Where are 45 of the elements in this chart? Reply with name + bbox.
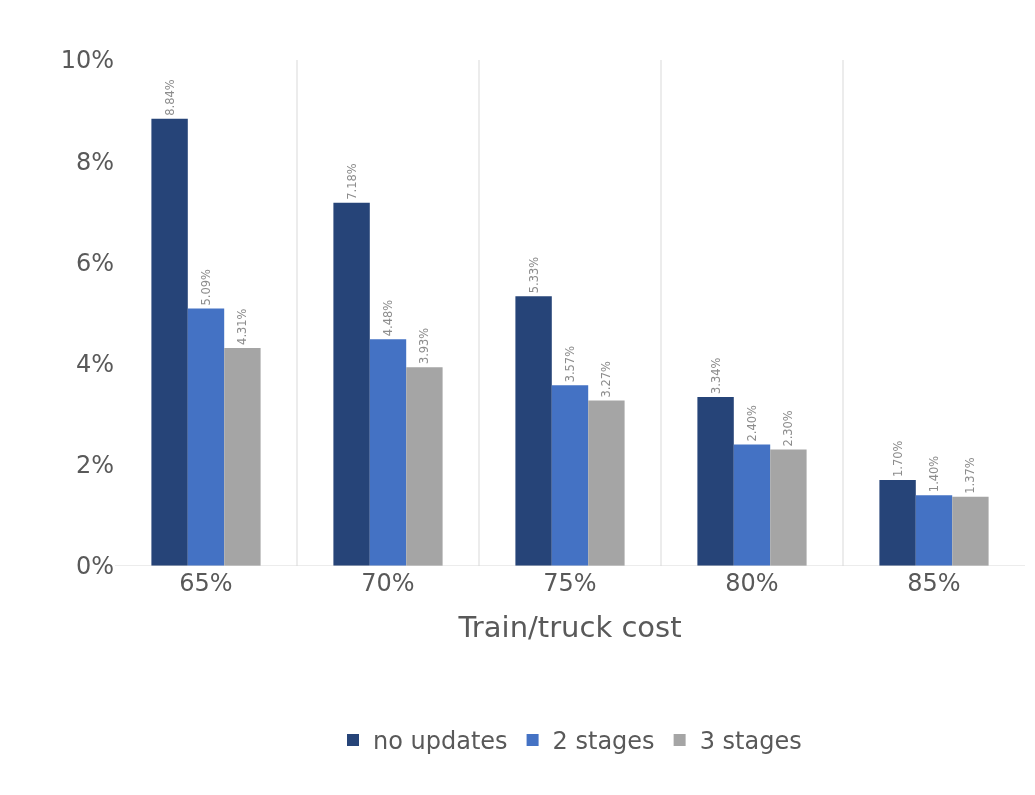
y-tick-label: 6% (75, 248, 114, 277)
bar (515, 296, 552, 566)
data-label: 3.93% (417, 327, 432, 365)
bar (697, 397, 734, 566)
legend-label: 2 stages (552, 727, 655, 756)
bar (551, 385, 589, 566)
bar (879, 479, 916, 566)
x-axis-title: Train/truck cost (457, 609, 682, 644)
bar (224, 347, 261, 566)
data-label: 3.57% (562, 345, 577, 383)
data-label: 4.48% (380, 299, 395, 337)
bar (770, 449, 807, 566)
data-label: 4.31% (235, 308, 250, 345)
y-tick-label: 8% (75, 147, 114, 176)
legend-label: no updates (373, 727, 508, 756)
y-tick-label: 2% (75, 451, 114, 480)
bar (406, 367, 443, 566)
x-tick-label: 85% (907, 569, 961, 597)
data-label: 2.40% (744, 405, 759, 442)
data-label: 5.33% (526, 256, 541, 294)
data-label: 1.40% (926, 455, 941, 493)
x-tick-label: 80% (725, 569, 779, 597)
legend-label: 3 stages (699, 727, 802, 756)
bar (187, 308, 225, 566)
data-label: 2.30% (781, 410, 796, 447)
data-label: 3.27% (599, 361, 614, 398)
bar (588, 400, 625, 566)
bar (733, 444, 771, 566)
data-label: 1.70% (890, 440, 905, 477)
data-label: 7.18% (344, 163, 359, 200)
bar (333, 202, 370, 566)
bar (952, 496, 989, 566)
x-tick-label: 70% (361, 569, 415, 597)
y-tick-label: 4% (75, 350, 114, 378)
x-tick-label: 65% (179, 569, 233, 597)
bar (369, 339, 407, 566)
y-tick-label: 10% (60, 46, 114, 75)
data-label: 8.84% (162, 79, 177, 116)
bar (915, 495, 953, 566)
y-tick-label: 0% (75, 552, 114, 581)
data-label: 5.09% (198, 268, 213, 306)
x-tick-label: 75% (543, 569, 597, 597)
data-label: 1.37% (963, 457, 978, 494)
data-label: 3.34% (708, 357, 723, 394)
bar (151, 118, 188, 566)
